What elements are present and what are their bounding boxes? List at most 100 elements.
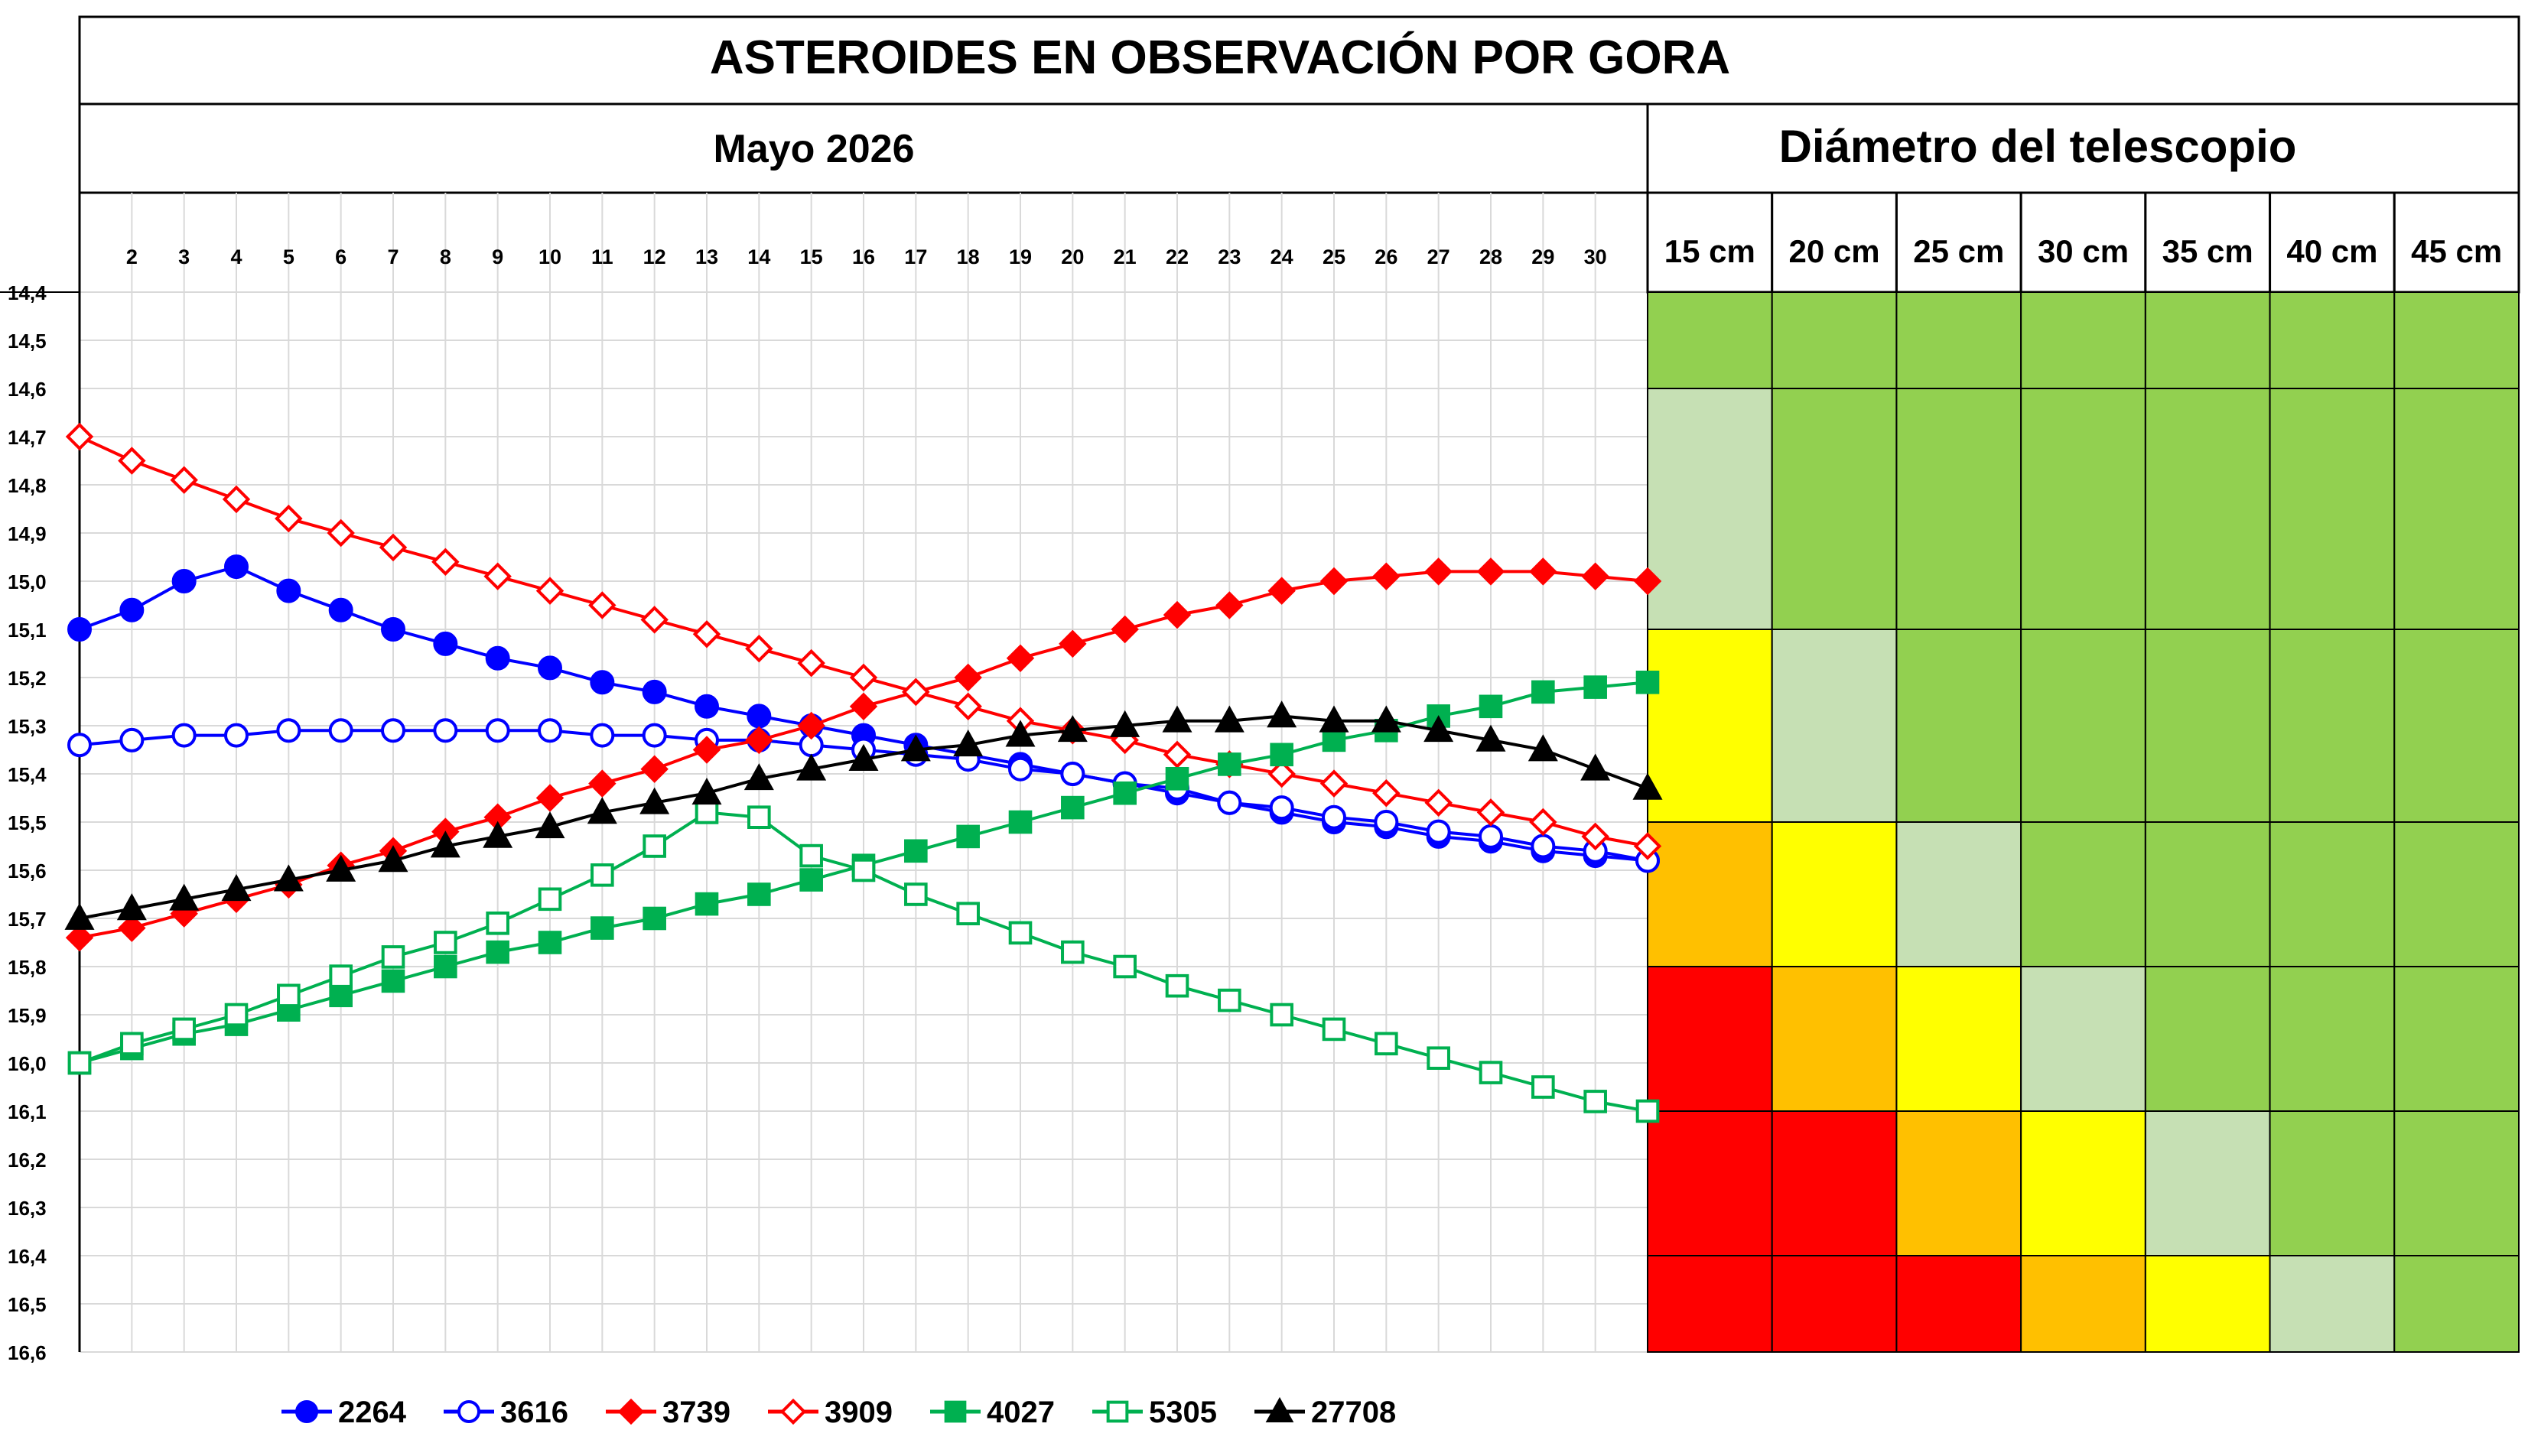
data-point bbox=[1529, 808, 1557, 837]
data-point bbox=[1372, 562, 1401, 590]
scale-cell bbox=[1647, 291, 1773, 389]
data-point bbox=[1165, 973, 1189, 998]
data-point bbox=[276, 718, 301, 743]
y-tick-label: 15,4 bbox=[8, 763, 47, 786]
data-point bbox=[433, 718, 458, 743]
data-point bbox=[67, 1051, 92, 1075]
scale-cell bbox=[2020, 966, 2146, 1112]
scale-cell bbox=[1771, 1110, 1898, 1256]
data-point bbox=[434, 954, 457, 979]
x-tick-label: 19 bbox=[1009, 245, 1032, 268]
data-point bbox=[1217, 790, 1242, 815]
data-point bbox=[535, 811, 565, 839]
data-point bbox=[381, 617, 405, 642]
y-tick-label: 14,4 bbox=[8, 281, 47, 304]
data-point bbox=[747, 805, 771, 830]
scale-cell bbox=[2020, 388, 2146, 630]
data-point bbox=[1059, 629, 1087, 658]
data-point bbox=[1267, 700, 1297, 728]
data-point bbox=[639, 787, 670, 814]
data-point bbox=[1528, 734, 1558, 762]
x-tick-label: 8 bbox=[440, 245, 451, 268]
scale-cell bbox=[1647, 1110, 1773, 1256]
data-point bbox=[329, 964, 353, 988]
data-point bbox=[326, 854, 356, 882]
data-point bbox=[747, 882, 771, 906]
scale-column-header-cell bbox=[2393, 191, 2520, 294]
data-point bbox=[587, 797, 617, 824]
data-point bbox=[538, 887, 562, 912]
scale-cell bbox=[1771, 629, 1898, 823]
x-tick-label: 27 bbox=[1427, 245, 1450, 268]
data-point bbox=[1374, 810, 1399, 834]
y-tick-label: 15,9 bbox=[8, 1004, 47, 1027]
data-point bbox=[643, 834, 666, 858]
scale-cell bbox=[2269, 966, 2396, 1112]
data-point bbox=[379, 533, 408, 562]
data-point bbox=[1319, 567, 1349, 596]
scale-column-header-cell bbox=[2144, 191, 2272, 294]
scale-cell bbox=[2393, 629, 2520, 823]
scale-column-header-cell bbox=[2269, 191, 2396, 294]
data-point bbox=[118, 914, 146, 942]
data-point bbox=[1583, 1090, 1607, 1113]
data-point bbox=[67, 733, 92, 758]
data-point bbox=[171, 723, 197, 748]
scale-cell bbox=[2020, 629, 2146, 823]
data-point bbox=[483, 821, 513, 848]
data-point bbox=[486, 940, 509, 964]
scale-cell bbox=[1647, 966, 1773, 1112]
legend-item-3616: 3616 bbox=[444, 1396, 568, 1429]
scale-cell bbox=[2144, 821, 2271, 967]
data-point bbox=[224, 1003, 249, 1027]
scale-column-label: 20 cm bbox=[1789, 233, 1880, 269]
data-point bbox=[1267, 577, 1296, 605]
data-point bbox=[591, 863, 614, 887]
data-point bbox=[1635, 671, 1660, 694]
x-tick-label: 10 bbox=[538, 245, 561, 268]
data-point bbox=[1060, 762, 1085, 786]
x-tick-label: 3 bbox=[178, 245, 190, 268]
y-tick-label: 14,8 bbox=[8, 474, 47, 497]
data-point bbox=[1531, 680, 1555, 704]
data-point bbox=[486, 912, 509, 935]
scale-cell bbox=[1771, 1255, 1898, 1353]
data-point bbox=[327, 518, 355, 548]
data-point bbox=[1633, 567, 1662, 596]
y-tick-label: 16,0 bbox=[8, 1052, 47, 1075]
series-5305 bbox=[67, 801, 1660, 1123]
data-point bbox=[642, 679, 667, 704]
data-point bbox=[1005, 720, 1036, 747]
data-point bbox=[434, 931, 457, 954]
data-point bbox=[1635, 1099, 1660, 1123]
scale-cell bbox=[2269, 1110, 2396, 1256]
data-point bbox=[485, 718, 510, 743]
scale-column-label: 15 cm bbox=[1664, 233, 1755, 269]
legend-item-3909: 3909 bbox=[768, 1396, 893, 1429]
data-point bbox=[273, 864, 304, 892]
data-point bbox=[485, 645, 510, 671]
x-tick-label: 23 bbox=[1218, 245, 1241, 268]
data-point bbox=[171, 569, 197, 593]
y-tick-label: 16,2 bbox=[8, 1149, 47, 1172]
data-point bbox=[954, 663, 982, 692]
data-point bbox=[1113, 954, 1137, 979]
data-point bbox=[170, 466, 198, 494]
data-point bbox=[431, 548, 460, 577]
scale-cell bbox=[2020, 291, 2146, 389]
legend-label: 4027 bbox=[987, 1396, 1055, 1429]
y-tick-label: 15,5 bbox=[8, 811, 47, 834]
data-point bbox=[1424, 788, 1453, 817]
data-point bbox=[329, 983, 353, 1008]
scale-cell bbox=[1647, 1255, 1773, 1353]
legend-label: 2264 bbox=[338, 1396, 407, 1429]
x-tick-label: 12 bbox=[643, 245, 666, 268]
data-point bbox=[276, 578, 301, 603]
series-27708 bbox=[64, 700, 1663, 930]
title-cell bbox=[78, 15, 2520, 106]
data-point bbox=[1372, 778, 1401, 808]
scale-cell bbox=[1895, 388, 2022, 630]
data-point bbox=[381, 718, 405, 743]
data-point bbox=[956, 824, 980, 849]
data-point bbox=[118, 447, 146, 475]
